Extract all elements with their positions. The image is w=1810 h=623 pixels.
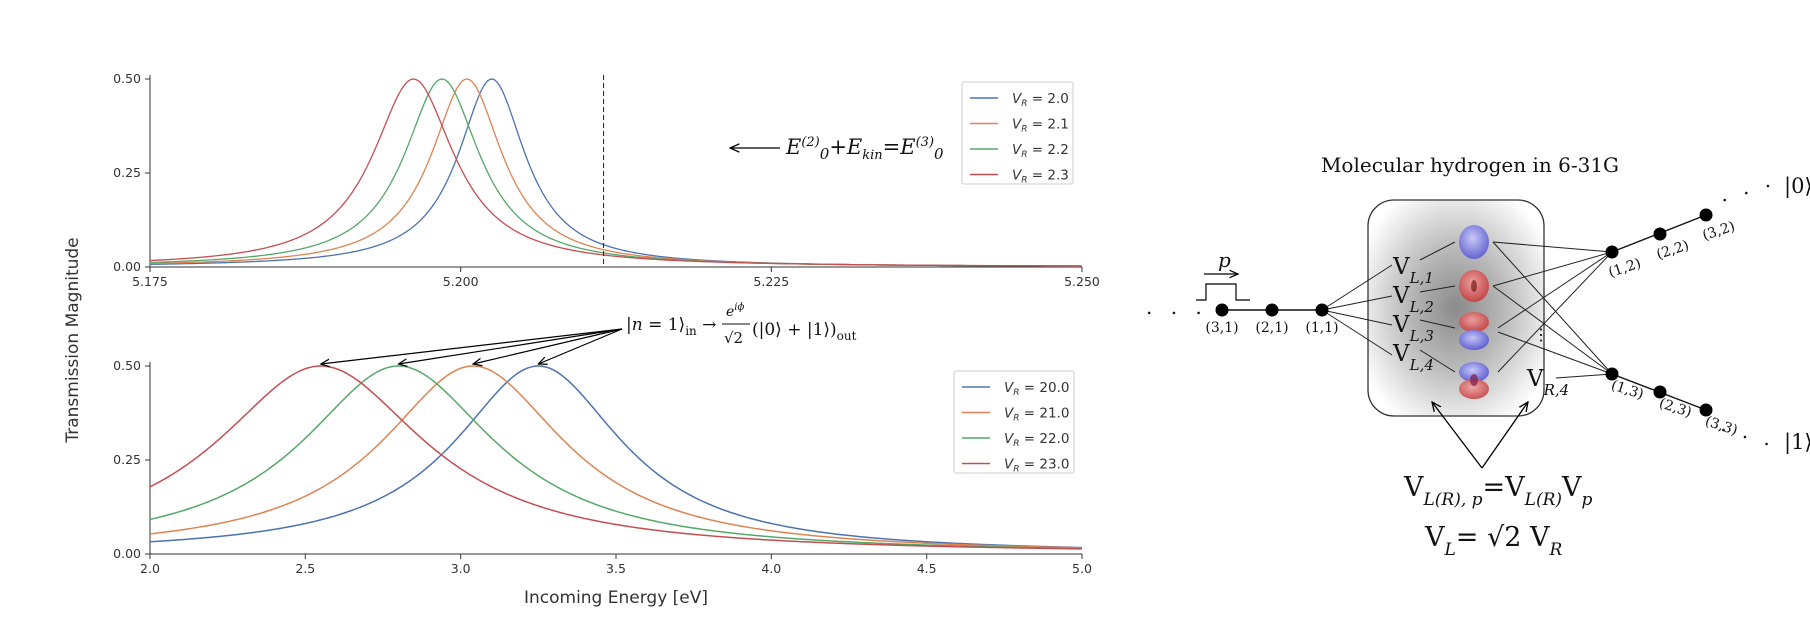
bottom-y-tick-label: 0.00 — [113, 546, 141, 561]
bottom-y-tick-label: 0.25 — [113, 452, 141, 467]
svg-text:p: p — [1218, 248, 1231, 272]
lattice-node — [1699, 208, 1713, 222]
lattice-node — [1653, 385, 1667, 399]
bottom-series-line — [149, 365, 1083, 550]
bottom-legend-label: VR = 20.0 — [1004, 380, 1069, 398]
svg-text:. . .: . . . — [1716, 166, 1777, 206]
lattice-node — [1653, 227, 1667, 241]
svg-text:(|0⟩ + |1⟩)out: (|0⟩ + |1⟩)out — [752, 320, 857, 343]
pulse-icon: p — [1196, 248, 1250, 301]
top-x-tick-label: 5.250 — [1064, 274, 1100, 289]
lattice-node-label: (2,1) — [1255, 320, 1288, 336]
bottom-x-tick-label: 5.0 — [1072, 561, 1092, 576]
top-legend-label: VR = 2.0 — [1012, 91, 1069, 109]
svg-text:eiϕ: eiϕ — [726, 302, 744, 320]
lattice-node-label: (1,3) — [1609, 377, 1646, 402]
svg-text:|n = 1⟩in →: |n = 1⟩in → — [626, 315, 716, 338]
output-ket-1: |1⟩ — [1784, 430, 1810, 455]
top-y-tick-label: 0.00 — [113, 259, 141, 274]
top-x-tick-label: 5.175 — [132, 274, 168, 289]
lattice-node — [1699, 403, 1713, 417]
lattice-node — [1315, 303, 1329, 317]
lattice-node — [1215, 303, 1229, 317]
left-coupling-label: VL,3 — [1392, 312, 1434, 345]
bottom-x-tick-label: 4.0 — [761, 561, 781, 576]
top-series-lines — [149, 78, 1083, 267]
svg-text:. . .: . . . — [1718, 412, 1779, 452]
lattice-node-label: (3,2) — [1701, 218, 1738, 243]
top-annotation: E(2)0+Ekin=E(3)0 — [785, 135, 944, 163]
bottom-y-ticks: 0.00 0.25 0.50 — [113, 358, 150, 561]
bottom-series-lines — [149, 365, 1083, 550]
top-y-ticks: 0.00 0.25 0.50 — [113, 71, 150, 274]
output-ket-0: |0⟩ — [1784, 174, 1810, 199]
top-series-line — [149, 78, 1083, 267]
svg-text:⋮: ⋮ — [1533, 325, 1549, 344]
left-coupling-label: VL,4 — [1392, 341, 1434, 374]
annotation-arrow — [538, 328, 623, 364]
bottom-legend-label: VR = 22.0 — [1004, 431, 1069, 449]
top-legend-label: VR = 2.2 — [1012, 142, 1069, 160]
top-legend-label: VR = 2.3 — [1012, 168, 1069, 186]
left-coupling-label: VL,1 — [1392, 254, 1434, 287]
top-y-tick-label: 0.25 — [113, 165, 141, 180]
top-x-ticks: 5.175 5.200 5.225 5.250 — [132, 267, 1100, 289]
bottom-series-line — [149, 365, 1083, 549]
bottom-panel: 0.00 0.25 0.50 2.0 2.5 3.0 3.5 4.0 4.5 5.0 VR = … — [113, 358, 1092, 608]
top-legend-label: VR = 2.1 — [1012, 117, 1069, 135]
bottom-x-tick-label: 2.0 — [140, 561, 160, 576]
bottom-x-tick-label: 3.0 — [451, 561, 471, 576]
lattice-node — [1605, 245, 1619, 259]
lattice-node-label: (2,2) — [1655, 237, 1692, 262]
diagram-title: Molecular hydrogen in 6-31G — [1321, 153, 1619, 177]
top-legend: VR = 2.0 VR = 2.1 VR = 2.2 VR = 2.3 — [961, 81, 1074, 186]
top-panel: 0.00 0.25 0.50 5.175 5.200 5.225 5.250 E(2)0+… — [113, 71, 1100, 289]
hydrogen-diagram: Molecular hydrogen in 6-31G — [1146, 153, 1810, 560]
lattice-node-label: (2,3) — [1657, 395, 1694, 420]
left-coupling-label: VL,2 — [1392, 283, 1434, 316]
lattice-node-label: (1,2) — [1607, 255, 1644, 280]
top-series-line — [149, 78, 1083, 267]
orbital-icons — [1459, 225, 1489, 399]
lattice-node-label: (3,1) — [1205, 320, 1238, 336]
bottom-legend-label: VR = 23.0 — [1004, 457, 1069, 475]
top-y-tick-label: 0.50 — [113, 71, 141, 86]
bottom-x-tick-label: 4.5 — [917, 561, 937, 576]
x-axis-label: Incoming Energy [eV] — [524, 588, 708, 608]
lattice-node — [1265, 303, 1279, 317]
svg-text:√2: √2 — [724, 329, 743, 347]
left-coupling-labels: VL,1VL,2VL,3VL,4 — [1392, 254, 1434, 374]
molecule-box — [1367, 199, 1545, 417]
bottom-x-tick-label: 3.5 — [606, 561, 626, 576]
top-x-tick-label: 5.200 — [443, 274, 479, 289]
bottom-legend-label: VR = 21.0 — [1004, 406, 1069, 424]
top-series-line — [149, 78, 1082, 267]
annotation-arrow — [399, 328, 623, 364]
mid-annotation: |n = 1⟩in → eiϕ √2 (|0⟩ + |1⟩)out — [321, 302, 857, 364]
annotation-arrow — [321, 328, 623, 364]
annotation-arrow — [473, 328, 623, 364]
bottom-x-tick-label: 2.5 — [295, 561, 315, 576]
bottom-x-ticks: 2.0 2.5 3.0 3.5 4.0 4.5 5.0 — [140, 554, 1092, 576]
lattice-node — [1605, 367, 1619, 381]
equation-coupling: VL(R), p=VL(R)Vp — [1403, 472, 1593, 510]
bottom-y-tick-label: 0.50 — [113, 358, 141, 373]
y-axis-label: Transmission Magnitude — [63, 237, 83, 443]
lattice-node-label: (1,1) — [1305, 320, 1338, 336]
bottom-series-line — [149, 365, 1083, 550]
bottom-legend: VR = 20.0 VR = 21.0 VR = 22.0 VR = 23.0 — [953, 370, 1075, 475]
svg-text:. . .: . . . — [1146, 295, 1208, 319]
top-x-tick-label: 5.225 — [753, 274, 789, 289]
top-series-line — [149, 78, 1082, 267]
right-coupling-label: VR,4 — [1526, 366, 1569, 399]
bottom-series-line — [149, 365, 1083, 549]
equation-ratio: VL= √2 VR — [1424, 522, 1562, 560]
